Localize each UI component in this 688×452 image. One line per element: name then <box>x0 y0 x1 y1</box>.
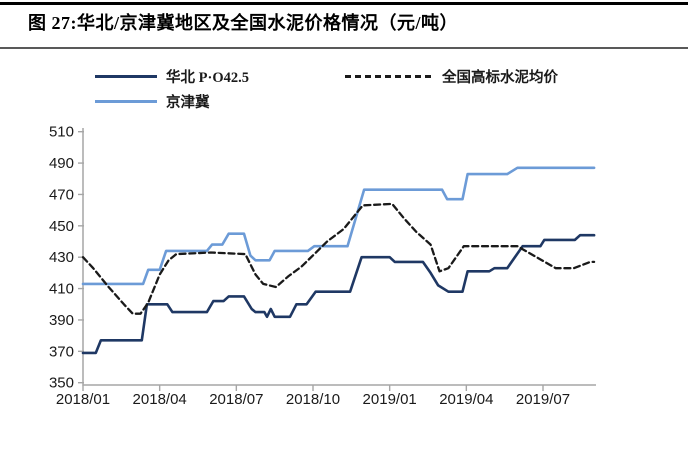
top-border-rule <box>0 2 688 5</box>
legend-label-jingjinji: 京津冀 <box>166 94 210 111</box>
y-axis-label: 390 <box>49 312 74 329</box>
y-axis-label: 350 <box>49 375 74 392</box>
x-axis-label: 2018/04 <box>133 391 187 408</box>
legend-item-jingjinji: 京津冀 <box>95 93 210 111</box>
x-axis-label: 2018/07 <box>209 391 263 408</box>
y-axis-label: 470 <box>49 186 74 203</box>
y-axis-label: 430 <box>49 249 74 266</box>
x-axis-label: 2018/10 <box>286 391 340 408</box>
x-axis-label: 2019/07 <box>516 391 570 408</box>
legend-label-huabei: 华北 P·O42.5 <box>166 69 249 86</box>
figure-number-label: 图 27: <box>28 13 77 33</box>
y-axis-label: 510 <box>49 124 74 141</box>
x-axis-label: 2019/04 <box>439 391 493 408</box>
legend-label-national: 全国高标水泥均价 <box>442 69 558 86</box>
y-axis-label: 490 <box>49 155 74 172</box>
legend-item-huabei: 华北 P·O42.5 <box>95 68 249 86</box>
y-axis-label: 450 <box>49 218 74 235</box>
jingjinji-line-swatch <box>95 99 157 103</box>
legend-item-national: 全国高标水泥均价 <box>345 68 558 86</box>
figure-title-text: 华北/京津冀地区及全国水泥价格情况（元/吨） <box>77 13 458 33</box>
series-line-jingjinji <box>81 166 596 286</box>
huabei-line-swatch <box>95 74 157 78</box>
series-line-huabei <box>81 233 596 355</box>
series-line-national <box>81 202 596 315</box>
figure-title: 图 27:华北/京津冀地区及全国水泥价格情况（元/吨） <box>28 9 458 35</box>
y-axis-label: 410 <box>49 281 74 298</box>
x-axis-label: 2018/01 <box>56 391 110 408</box>
x-axis-label: 2019/01 <box>363 391 417 408</box>
national-dashed-swatch <box>345 74 433 78</box>
y-axis-label: 370 <box>49 343 74 360</box>
title-divider-rule <box>0 47 688 49</box>
